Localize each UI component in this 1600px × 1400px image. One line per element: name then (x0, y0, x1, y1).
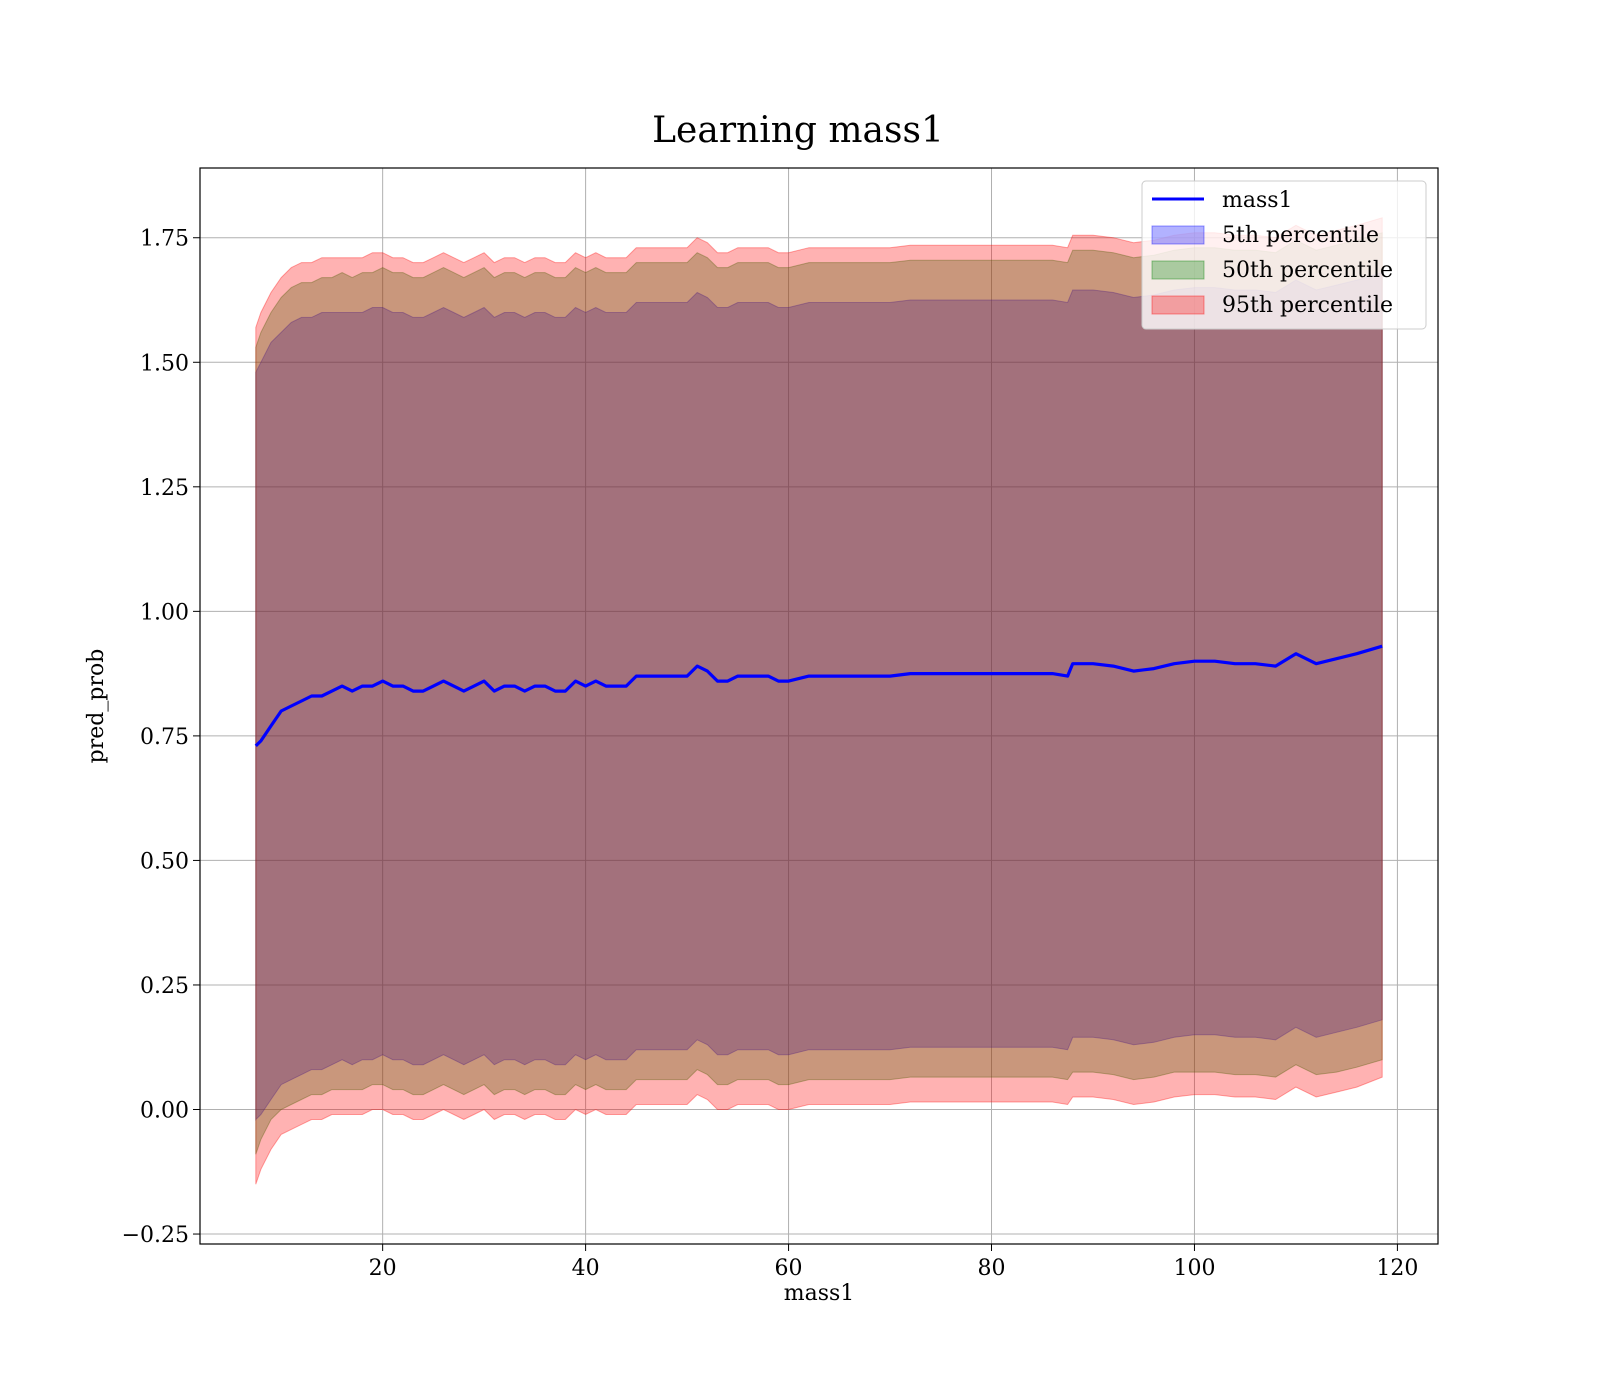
y-tick-label: 1.50 (140, 351, 189, 376)
legend-swatch-5th (1151, 225, 1205, 245)
x-tick-label: 120 (1376, 1256, 1418, 1281)
legend-swatch-95th (1151, 295, 1205, 315)
x-axis-ticks: 20 40 60 80 100 120 (369, 1244, 1418, 1281)
legend-label-5th: 5th percentile (1222, 223, 1379, 248)
y-tick-label: 0.75 (140, 725, 189, 750)
chart-title: Learning mass1 (652, 110, 944, 151)
legend: mass1 5th percentile 50th percentile 95t… (1141, 180, 1427, 330)
y-tick-label: 1.00 (140, 600, 189, 625)
y-tick-label: 0.25 (140, 974, 189, 999)
legend-label-95th: 95th percentile (1222, 293, 1393, 318)
y-tick-label: 1.25 (140, 476, 189, 501)
grid (200, 168, 1438, 1244)
plot-frame (199, 167, 1439, 1245)
y-axis-ticks: −0.25 0.00 0.25 0.50 0.75 1.00 1.25 1.50 1.75 (122, 227, 200, 1248)
y-tick-label: 1.75 (140, 227, 189, 252)
y-tick-label: 0.00 (140, 1099, 189, 1124)
legend-swatch-50th (1151, 260, 1205, 280)
series-line-mass1 (254, 644, 1383, 748)
x-tick-label: 40 (572, 1256, 600, 1281)
y-axis-label: pred_prob (84, 649, 109, 764)
x-tick-label: 100 (1173, 1256, 1215, 1281)
y-tick-label: 0.50 (140, 849, 189, 874)
band-95th-percentile (255, 217, 1383, 1185)
legend-label-mass1: mass1 (1222, 188, 1293, 213)
band-50th-percentile (255, 232, 1383, 1155)
x-axis-label: mass1 (784, 1281, 855, 1306)
series-lines (254, 644, 1383, 748)
band-5th-percentile (255, 271, 1383, 1121)
y-tick-label: −0.25 (122, 1223, 189, 1248)
x-tick-label: 20 (369, 1256, 397, 1281)
x-tick-label: 80 (978, 1256, 1006, 1281)
legend-label-50th: 50th percentile (1222, 258, 1393, 283)
percentile-bands (255, 217, 1383, 1185)
x-tick-label: 60 (775, 1256, 803, 1281)
legend-box (1141, 180, 1427, 330)
